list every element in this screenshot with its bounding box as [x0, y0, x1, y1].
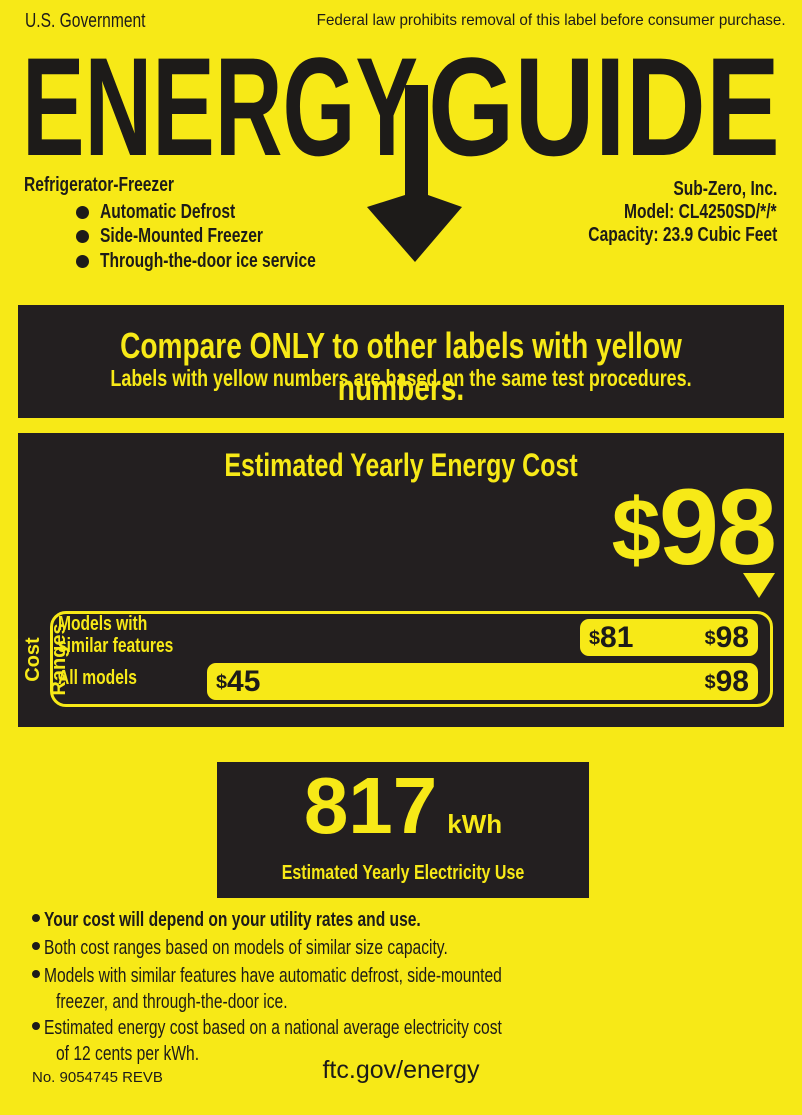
note-text: Both cost ranges based on models of simi…	[44, 937, 448, 959]
range-max-number: 98	[715, 664, 749, 698]
compare-headline: Compare ONLY to other labels with yellow…	[120, 325, 682, 408]
range-max-number: 98	[715, 620, 749, 654]
currency-symbol: $	[704, 626, 716, 649]
bullet-icon	[32, 914, 40, 922]
usage-row: 817 kWh	[217, 766, 589, 846]
product-category: Refrigerator-Freezer	[24, 174, 174, 196]
feature-item: Through-the-door ice service	[100, 250, 316, 272]
range-min-number: 81	[600, 620, 634, 654]
note-text: of 12 cents per kWh.	[56, 1043, 200, 1065]
range-max-value: $98	[705, 621, 749, 655]
note-text: Estimated energy cost based on a nationa…	[44, 1017, 502, 1039]
energyguide-logo: ENERGY GUIDE	[22, 50, 780, 262]
ftc-url: ftc.gov/energy	[322, 1056, 480, 1084]
feature-item: Side-Mounted Freezer	[100, 225, 263, 247]
federal-notice-text: Federal law prohibits removal of this la…	[317, 12, 786, 29]
usage-unit: kWh	[447, 809, 503, 839]
note-text: Your cost will depend on your utility ra…	[44, 909, 421, 931]
range-max-value: $98	[705, 665, 749, 699]
logo-energy-text: ENERGY	[22, 50, 418, 185]
bullet-icon	[76, 230, 89, 243]
bullet-icon	[32, 970, 40, 978]
cost-amount: 98	[658, 466, 777, 587]
cost-title: Estimated Yearly Energy Cost	[224, 447, 578, 483]
us-government-text: U.S. Government	[25, 10, 146, 32]
range-row-label: similar features	[58, 635, 174, 657]
cost-ranges-box	[50, 611, 773, 707]
manufacturer-name: Sub-Zero, Inc.	[672, 178, 777, 200]
logo-guide-text: GUIDE	[428, 50, 780, 185]
doc-number: No. 9054745 REVB	[32, 1069, 163, 1086]
note-text: freezer, and through-the-door ice.	[56, 991, 288, 1013]
range-row-label: All models	[58, 667, 137, 689]
usage-box: 817 kWh Estimated Yearly Electricity Use	[217, 762, 589, 898]
currency-symbol: $	[704, 670, 716, 693]
feature-item: Automatic Defrost	[100, 201, 236, 223]
bullet-icon	[32, 1022, 40, 1030]
cost-ranges-side-label: Cost Ranges	[22, 623, 70, 696]
yearly-cost-value: $98	[611, 473, 777, 581]
range-bar: $45 $98	[207, 663, 758, 700]
bullet-icon	[76, 255, 89, 268]
range-bar: $81 $98	[580, 619, 758, 656]
note-text: Models with similar features have automa…	[44, 965, 502, 987]
usage-value: 817	[303, 761, 438, 850]
bullet-icon	[32, 942, 40, 950]
compare-subline: Labels with yellow numbers are based on …	[110, 365, 692, 391]
bullet-icon	[76, 206, 89, 219]
range-min-value: $45	[216, 665, 260, 699]
compare-banner: Compare ONLY to other labels with yellow…	[18, 305, 784, 418]
model-number: Model: CL4250SD/*/*	[624, 201, 777, 223]
currency-symbol: $	[589, 626, 601, 649]
range-min-number: 45	[227, 664, 261, 698]
currency-symbol: $	[216, 670, 228, 693]
down-triangle-icon	[743, 573, 775, 598]
currency-symbol: $	[611, 480, 661, 579]
capacity-text: Capacity: 23.9 Cubic Feet	[587, 224, 777, 246]
usage-caption: Estimated Yearly Electricity Use	[281, 862, 525, 884]
range-min-value: $81	[589, 621, 633, 655]
down-arrow-icon	[367, 85, 462, 262]
range-row-label: Models with	[58, 613, 148, 635]
